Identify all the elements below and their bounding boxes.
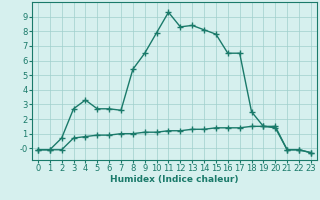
X-axis label: Humidex (Indice chaleur): Humidex (Indice chaleur) xyxy=(110,175,239,184)
